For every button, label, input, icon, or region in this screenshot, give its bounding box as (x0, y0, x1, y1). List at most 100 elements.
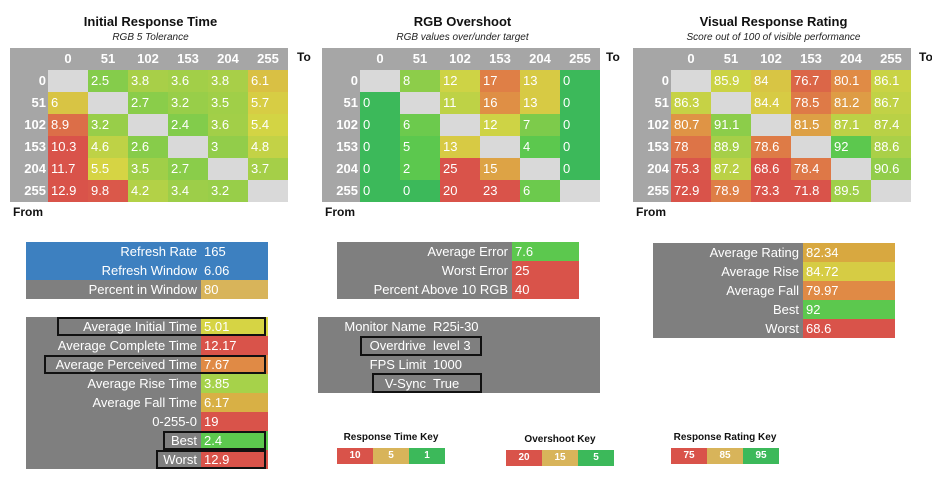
stat-value: 12.9 (201, 450, 268, 469)
row-header: 204 (24, 161, 46, 176)
heatmap-cell: 6 (48, 92, 88, 114)
info-value: True (433, 376, 460, 391)
heatmap-cell: 86.3 (671, 92, 711, 114)
heatmap-cell: 86.7 (871, 92, 911, 114)
row-header: 153 (24, 139, 46, 154)
stat-row: Average Rise Time 3.85 (26, 374, 268, 393)
visual-rating-panel: Visual Response Rating Score out of 100 … (633, 0, 932, 220)
heatmap-cell: 80.1 (831, 70, 871, 92)
heatmap-cell (831, 158, 871, 180)
stat-value: 3.85 (201, 374, 268, 393)
column-header: 255 (257, 51, 279, 66)
heatmap-cell: 10.3 (48, 136, 88, 158)
heatmap-cell (168, 136, 208, 158)
heatmap-cell: 88.6 (871, 136, 911, 158)
heatmap-cell: 12 (440, 70, 480, 92)
heatmap-cell (520, 158, 560, 180)
heatmap-cell: 91.1 (711, 114, 751, 136)
row-header: 102 (647, 117, 669, 132)
row-header: 102 (336, 117, 358, 132)
key-swatch: 5 (578, 450, 614, 466)
heatmap-cell: 5.4 (248, 114, 288, 136)
response-time-key: Response Time Key 10 5 1 (337, 432, 445, 464)
heatmap-cell: 4 (520, 136, 560, 158)
info-label: Monitor Name (344, 319, 426, 334)
heatmap-cell: 78 (671, 136, 711, 158)
row-header: 51 (31, 95, 46, 110)
heatmap-cell: 2.7 (128, 92, 168, 114)
heatmap-cell: 0 (360, 92, 400, 114)
heatmap-cell: 20 (440, 180, 480, 202)
heatmap-cell: 3.6 (168, 70, 208, 92)
chart-title: Initial Response Time (83, 14, 218, 29)
overshoot-key: Overshoot Key 20 15 5 (506, 434, 614, 466)
stat-row: Average Fall 79.97 (653, 281, 895, 300)
heatmap-cell (208, 158, 248, 180)
stat-label: Refresh Window (101, 263, 197, 278)
heatmap-cell: 5.5 (88, 158, 128, 180)
stat-value: 165 (204, 244, 226, 259)
column-header: 51 (100, 51, 116, 66)
heatmap-cell: 11 (440, 92, 480, 114)
stat-value: 68.6 (803, 319, 895, 338)
heatmap-cell (128, 114, 168, 136)
stat-value: 6.17 (201, 393, 268, 412)
heatmap-cell: 2.5 (88, 70, 128, 92)
info-value: R25i-30 (433, 319, 479, 334)
column-header: 0 (376, 51, 384, 66)
heatmap-cell (751, 114, 791, 136)
heatmap-cell: 78.5 (791, 92, 831, 114)
heatmap-cell: 78.9 (711, 180, 751, 202)
percent-in-window-row: Percent in Window 80 (26, 280, 268, 299)
stat-value: 5.01 (201, 317, 268, 336)
heatmap-cell: 16 (480, 92, 520, 114)
stat-value: 7.6 (512, 242, 579, 261)
heatmap-cell: 8 (400, 70, 440, 92)
column-header: 153 (489, 51, 511, 66)
monitor-info-box: Monitor Name R25i-30 Overdrive level 3 F… (318, 317, 600, 393)
row-header: 0 (350, 73, 358, 88)
stat-value: 2.4 (201, 431, 268, 450)
row-header: 51 (654, 95, 669, 110)
row-header: 204 (647, 161, 669, 176)
heatmap-cell: 3.2 (208, 180, 248, 202)
column-header: 0 (64, 51, 72, 66)
axis-label-from: From (636, 205, 666, 219)
stat-label: 0-255-0 (152, 414, 197, 429)
key-title: Response Rating Key (673, 432, 777, 443)
heatmap-grid: 0 51 102 153 204 255 0 2.5 3.8 3.6 3.8 6.1 51 6 2.7 3.2… (10, 48, 288, 202)
row-header: 153 (647, 139, 669, 154)
heatmap-cell: 8.9 (48, 114, 88, 136)
stat-value: 12.17 (201, 336, 268, 355)
row-header: 204 (336, 161, 358, 176)
stat-row: Average Complete Time 12.17 (26, 336, 268, 355)
initial-response-panel: Initial Response Time RGB 5 Tolerance 0 5… (10, 0, 311, 220)
heatmap-cell: 6 (520, 180, 560, 202)
heatmap-cell: 78.6 (751, 136, 791, 158)
heatmap-cell: 4.6 (88, 136, 128, 158)
heatmap-cell (871, 180, 911, 202)
key-swatch: 20 (506, 450, 542, 466)
heatmap-cell: 2 (400, 158, 440, 180)
heatmap-cell: 81.2 (831, 92, 871, 114)
heatmap-cell: 84 (751, 70, 791, 92)
heatmap-cell: 4.8 (248, 136, 288, 158)
fps-limit-row: FPS Limit 1000 (318, 355, 600, 374)
stat-row: Best 92 (653, 300, 895, 319)
stat-value: 79.97 (803, 281, 895, 300)
heatmap-cell: 13 (440, 136, 480, 158)
heatmap-cell: 17 (480, 70, 520, 92)
heatmap-cell (248, 180, 288, 202)
heatmap-cell: 13 (520, 92, 560, 114)
heatmap-cell: 3.4 (168, 180, 208, 202)
stat-label: Average Rise Time (87, 376, 197, 391)
grid-corner (633, 48, 671, 70)
rating-stats-box: Average Rating 82.34 Average Rise 84.72 Aver… (653, 243, 895, 338)
grid-corner (322, 48, 360, 70)
stat-label: Average Initial Time (83, 319, 197, 334)
heatmap-cell: 2.6 (128, 136, 168, 158)
column-header: 153 (800, 51, 822, 66)
key-title: Response Time Key (343, 432, 439, 443)
stat-value: 82.34 (803, 243, 895, 262)
heatmap-cell: 78.4 (791, 158, 831, 180)
